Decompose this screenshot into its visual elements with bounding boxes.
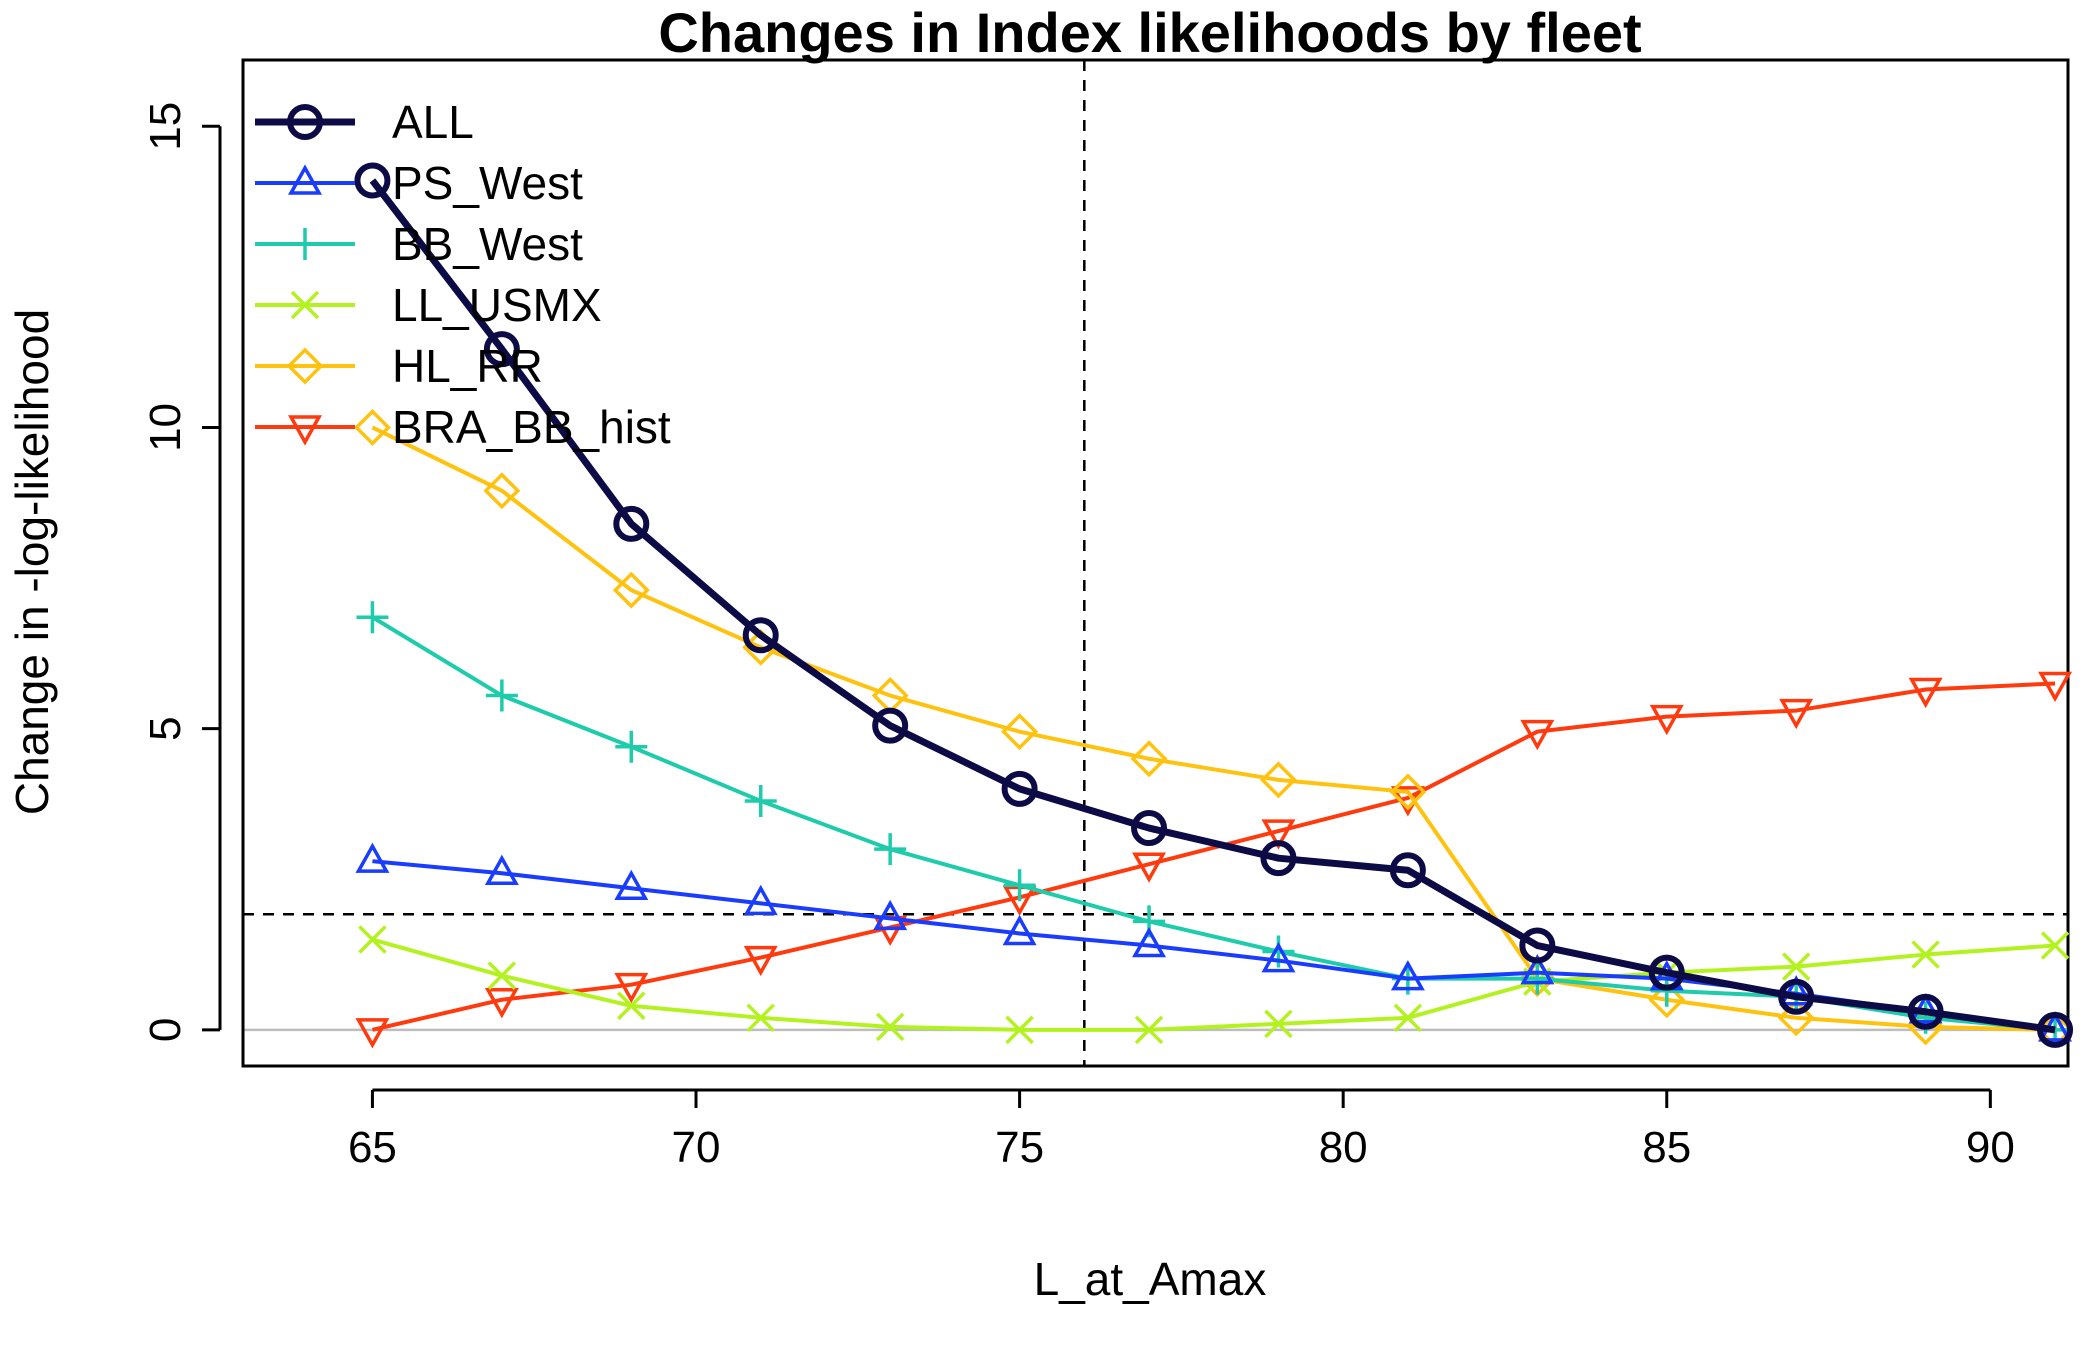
data-point-ll-usmx bbox=[617, 991, 646, 1020]
data-point-ll-usmx bbox=[1781, 952, 1811, 981]
data-point-bb-west bbox=[874, 833, 907, 866]
data-point-ps-west bbox=[1390, 960, 1425, 991]
data-point-ll-usmx bbox=[1005, 1015, 1034, 1045]
y-tick-label: 0 bbox=[141, 1018, 190, 1042]
y-tick-label: 5 bbox=[141, 716, 190, 740]
data-point-bra-bb-hist bbox=[1908, 677, 1943, 709]
data-point-all bbox=[2037, 1011, 2074, 1048]
data-point-bra-bb-hist bbox=[484, 987, 519, 1019]
legend-marker-bb-west bbox=[289, 228, 321, 260]
data-point-ps-west bbox=[1132, 926, 1167, 958]
data-point-bb-west bbox=[356, 601, 389, 634]
legend-label-bra-bb-hist: BRA_BB_hist bbox=[392, 401, 671, 453]
chart-title: Changes in Index likelihoods by fleet bbox=[658, 1, 1641, 64]
x-tick-label: 90 bbox=[1966, 1123, 2015, 1172]
data-point-all bbox=[1519, 927, 1556, 964]
data-point-ps-west bbox=[355, 842, 390, 873]
data-point-all bbox=[613, 505, 650, 542]
data-point-hl-rr bbox=[1389, 773, 1427, 811]
data-point-hl-rr bbox=[1001, 713, 1039, 751]
x-tick-label: 85 bbox=[1642, 1123, 1691, 1172]
data-point-bra-bb-hist bbox=[1779, 698, 1814, 730]
data-point-ll-usmx bbox=[1134, 1015, 1164, 1045]
legend-marker-ll-usmx bbox=[290, 290, 320, 320]
data-point-all bbox=[1131, 810, 1168, 847]
data-point-ll-usmx bbox=[358, 925, 387, 954]
legend-label-hl-rr: HL_RR bbox=[392, 340, 543, 392]
data-point-bra-bb-hist bbox=[355, 1018, 390, 1049]
data-point-all bbox=[742, 617, 779, 654]
data-point-ps-west bbox=[484, 854, 519, 885]
data-point-hl-rr bbox=[1648, 981, 1686, 1019]
data-point-ll-usmx bbox=[1393, 1003, 1423, 1033]
x-tick-label: 65 bbox=[348, 1123, 397, 1172]
legend-label-all: ALL bbox=[392, 96, 474, 148]
data-point-bb-west bbox=[485, 679, 518, 712]
data-point-ll-usmx bbox=[875, 1012, 905, 1042]
x-tick-label: 75 bbox=[995, 1123, 1044, 1172]
x-axis-label: L_at_Amax bbox=[1034, 1253, 1267, 1305]
data-point-bra-bb-hist bbox=[2038, 671, 2073, 703]
data-point-all bbox=[1389, 852, 1426, 889]
legend-marker-bra-bb-hist bbox=[288, 415, 322, 446]
data-point-bra-bb-hist bbox=[1261, 819, 1296, 850]
data-point-bra-bb-hist bbox=[1649, 704, 1684, 736]
data-point-bra-bb-hist bbox=[614, 972, 649, 1004]
data-point-ll-usmx bbox=[1264, 1009, 1293, 1039]
data-point-ps-west bbox=[1779, 975, 1814, 1006]
data-point-ps-west bbox=[614, 869, 649, 901]
data-point-all bbox=[1260, 840, 1297, 877]
data-point-all bbox=[1907, 993, 1944, 1030]
series-line-all bbox=[369, 178, 2056, 1034]
series-line-bra-bb-hist bbox=[371, 681, 2056, 1032]
data-point-all bbox=[354, 162, 391, 199]
series-line-hl-rr bbox=[371, 425, 2056, 1032]
data-point-bb-west bbox=[615, 730, 648, 763]
y-tick-label: 15 bbox=[141, 102, 190, 151]
data-point-ps-west bbox=[743, 884, 778, 916]
data-point-ps-west bbox=[1002, 914, 1037, 946]
legend-marker-ps-west bbox=[288, 164, 322, 195]
data-point-bra-bb-hist bbox=[1520, 719, 1555, 751]
legend-label-bb-west: BB_West bbox=[392, 218, 583, 270]
series-line-ll-usmx bbox=[371, 937, 2056, 1032]
x-tick-label: 70 bbox=[672, 1123, 721, 1172]
data-point-ps-west bbox=[1261, 941, 1296, 973]
x-tick-label: 80 bbox=[1319, 1123, 1368, 1172]
data-point-hl-rr bbox=[1130, 740, 1168, 778]
legend-label-ps-west: PS_West bbox=[392, 157, 583, 209]
y-axis-label: Change in -log-likelihood bbox=[6, 309, 58, 815]
data-point-all bbox=[872, 707, 909, 744]
data-point-bra-bb-hist bbox=[1132, 852, 1167, 883]
plot-frame bbox=[241, 58, 2070, 1068]
data-point-hl-rr bbox=[483, 472, 521, 510]
legend-marker-hl-rr bbox=[286, 347, 324, 385]
y-tick-label: 10 bbox=[141, 403, 190, 452]
data-point-ps-west bbox=[873, 899, 908, 931]
data-point-hl-rr bbox=[353, 408, 391, 446]
data-point-bra-bb-hist bbox=[743, 945, 778, 977]
legend-label-ll-usmx: LL_USMX bbox=[392, 279, 602, 331]
data-point-hl-rr bbox=[1259, 761, 1297, 799]
data-point-ll-usmx bbox=[487, 961, 517, 990]
data-point-ll-usmx bbox=[746, 1003, 775, 1033]
data-point-hl-rr bbox=[612, 571, 650, 609]
data-point-all bbox=[1648, 954, 1685, 991]
data-point-ll-usmx bbox=[1911, 940, 1940, 969]
data-point-all bbox=[1001, 770, 1038, 807]
data-point-bb-west bbox=[1003, 869, 1036, 902]
data-point-hl-rr bbox=[1777, 999, 1815, 1037]
data-point-ll-usmx bbox=[2040, 931, 2070, 960]
plot-area: 65 70 75 80 85 90 0 5 10 15 ALL PS_West BB_West LL_US… bbox=[141, 58, 2074, 1172]
data-point-bb-west bbox=[744, 784, 777, 817]
legend-marker-all bbox=[287, 104, 323, 140]
data-point-ps-west bbox=[1520, 954, 1555, 985]
data-point-all bbox=[483, 331, 520, 368]
data-point-all bbox=[1778, 978, 1815, 1015]
